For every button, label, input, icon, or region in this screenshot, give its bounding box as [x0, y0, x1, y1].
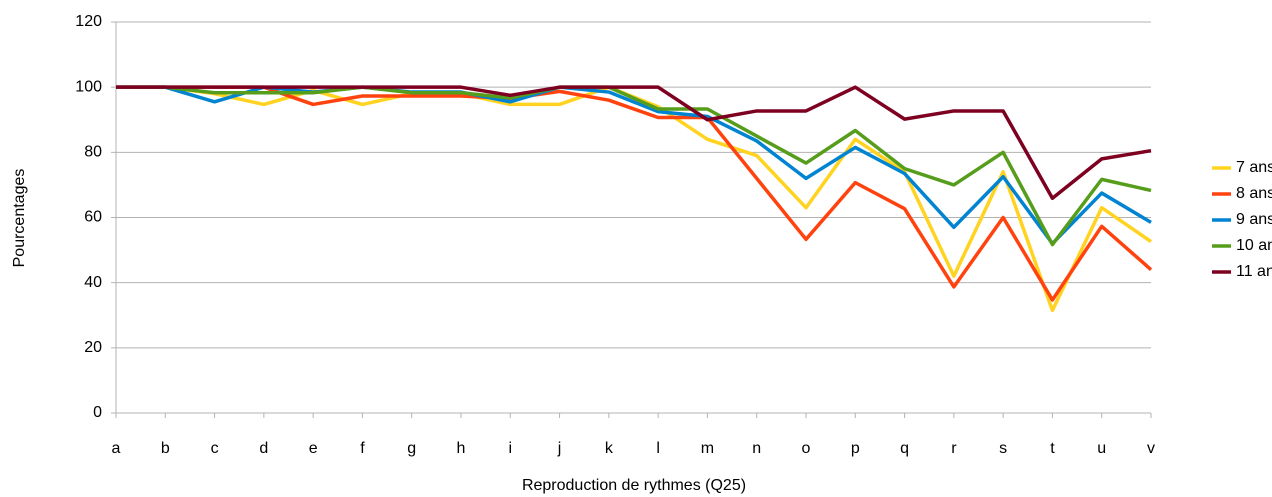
legend-label: 8 ans: [1236, 185, 1272, 202]
x-tick-label: k: [605, 440, 614, 457]
x-tick-label: v: [1147, 440, 1155, 457]
x-tick-label: h: [457, 440, 466, 457]
x-tick-label: t: [1050, 440, 1055, 457]
x-tick-label: q: [900, 440, 909, 457]
x-tick-label: b: [161, 440, 170, 457]
y-tick-label: 80: [84, 144, 102, 161]
x-tick-label: n: [752, 440, 761, 457]
y-tick-label: 40: [84, 274, 102, 291]
x-tick-label: j: [557, 440, 562, 457]
y-tick-label: 100: [75, 78, 102, 95]
series-line: [116, 85, 1152, 201]
series-line: [116, 85, 1152, 313]
y-tick-label: 60: [84, 209, 102, 226]
x-tick-label: s: [999, 440, 1007, 457]
x-tick-label: f: [360, 440, 365, 457]
legend-label: 7 ans: [1236, 159, 1272, 176]
legend-label: 9 ans: [1236, 211, 1272, 228]
series-line: [116, 85, 1152, 246]
x-tick-label: u: [1097, 440, 1106, 457]
legend-label: 10 ans: [1236, 237, 1272, 254]
x-tick-label: m: [701, 440, 714, 457]
series-line: [116, 85, 1153, 302]
series-line: [116, 85, 1152, 247]
y-axis-label: Pourcentages: [11, 169, 28, 268]
x-tick-label: d: [259, 440, 268, 457]
x-tick-label: r: [951, 440, 957, 457]
x-tick-label: a: [112, 440, 121, 457]
x-tick-label: o: [802, 440, 811, 457]
x-tick-label: g: [407, 440, 416, 457]
y-tick-label: 120: [75, 13, 102, 30]
x-axis-label: Reproduction de rythmes (Q25): [522, 477, 746, 494]
y-tick-label: 0: [93, 404, 102, 421]
y-tick-label: 20: [84, 339, 102, 356]
x-tick-label: c: [211, 440, 219, 457]
x-tick-label: p: [851, 440, 860, 457]
x-tick-label: e: [309, 440, 318, 457]
x-tick-label: i: [509, 440, 513, 457]
x-tick-label: l: [656, 440, 660, 457]
legend-label: 11 ans: [1236, 263, 1272, 280]
